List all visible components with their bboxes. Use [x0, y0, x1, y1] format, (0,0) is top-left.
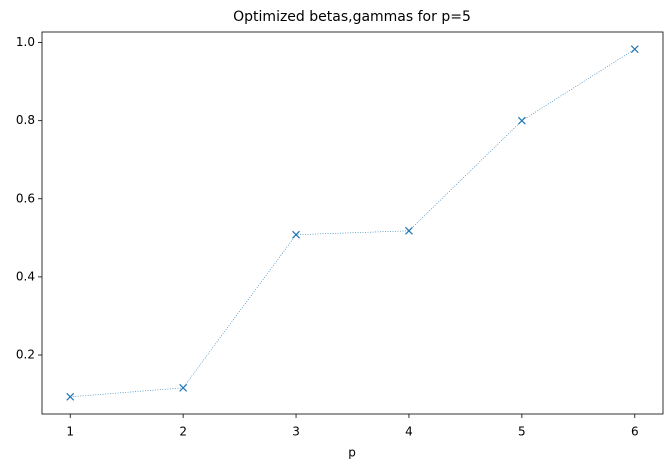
x-tick-label: 2	[179, 425, 187, 439]
marker	[292, 230, 300, 239]
y-tick-label: 0.4	[16, 269, 35, 283]
marker	[630, 45, 639, 54]
plot-frame	[41, 31, 664, 415]
x-tick-label: 4	[405, 425, 413, 439]
marker	[517, 116, 526, 125]
marker	[405, 226, 413, 235]
marker	[179, 383, 188, 392]
y-tick-label: 0.8	[16, 113, 35, 127]
x-tick-label: 5	[518, 425, 526, 439]
y-tick-label: 0.6	[16, 191, 35, 205]
x-tick-label: 1	[66, 425, 74, 439]
x-tick-label: 3	[292, 425, 300, 439]
marker	[66, 392, 75, 401]
chart-title: Optimized betas,gammas for p=5	[233, 9, 471, 25]
y-tick-label: 0.2	[16, 348, 35, 362]
x-tick-label: 6	[631, 425, 639, 439]
y-tick-label: 1.0	[16, 35, 35, 49]
x-axis-label: p	[348, 446, 356, 460]
line	[70, 48, 635, 398]
